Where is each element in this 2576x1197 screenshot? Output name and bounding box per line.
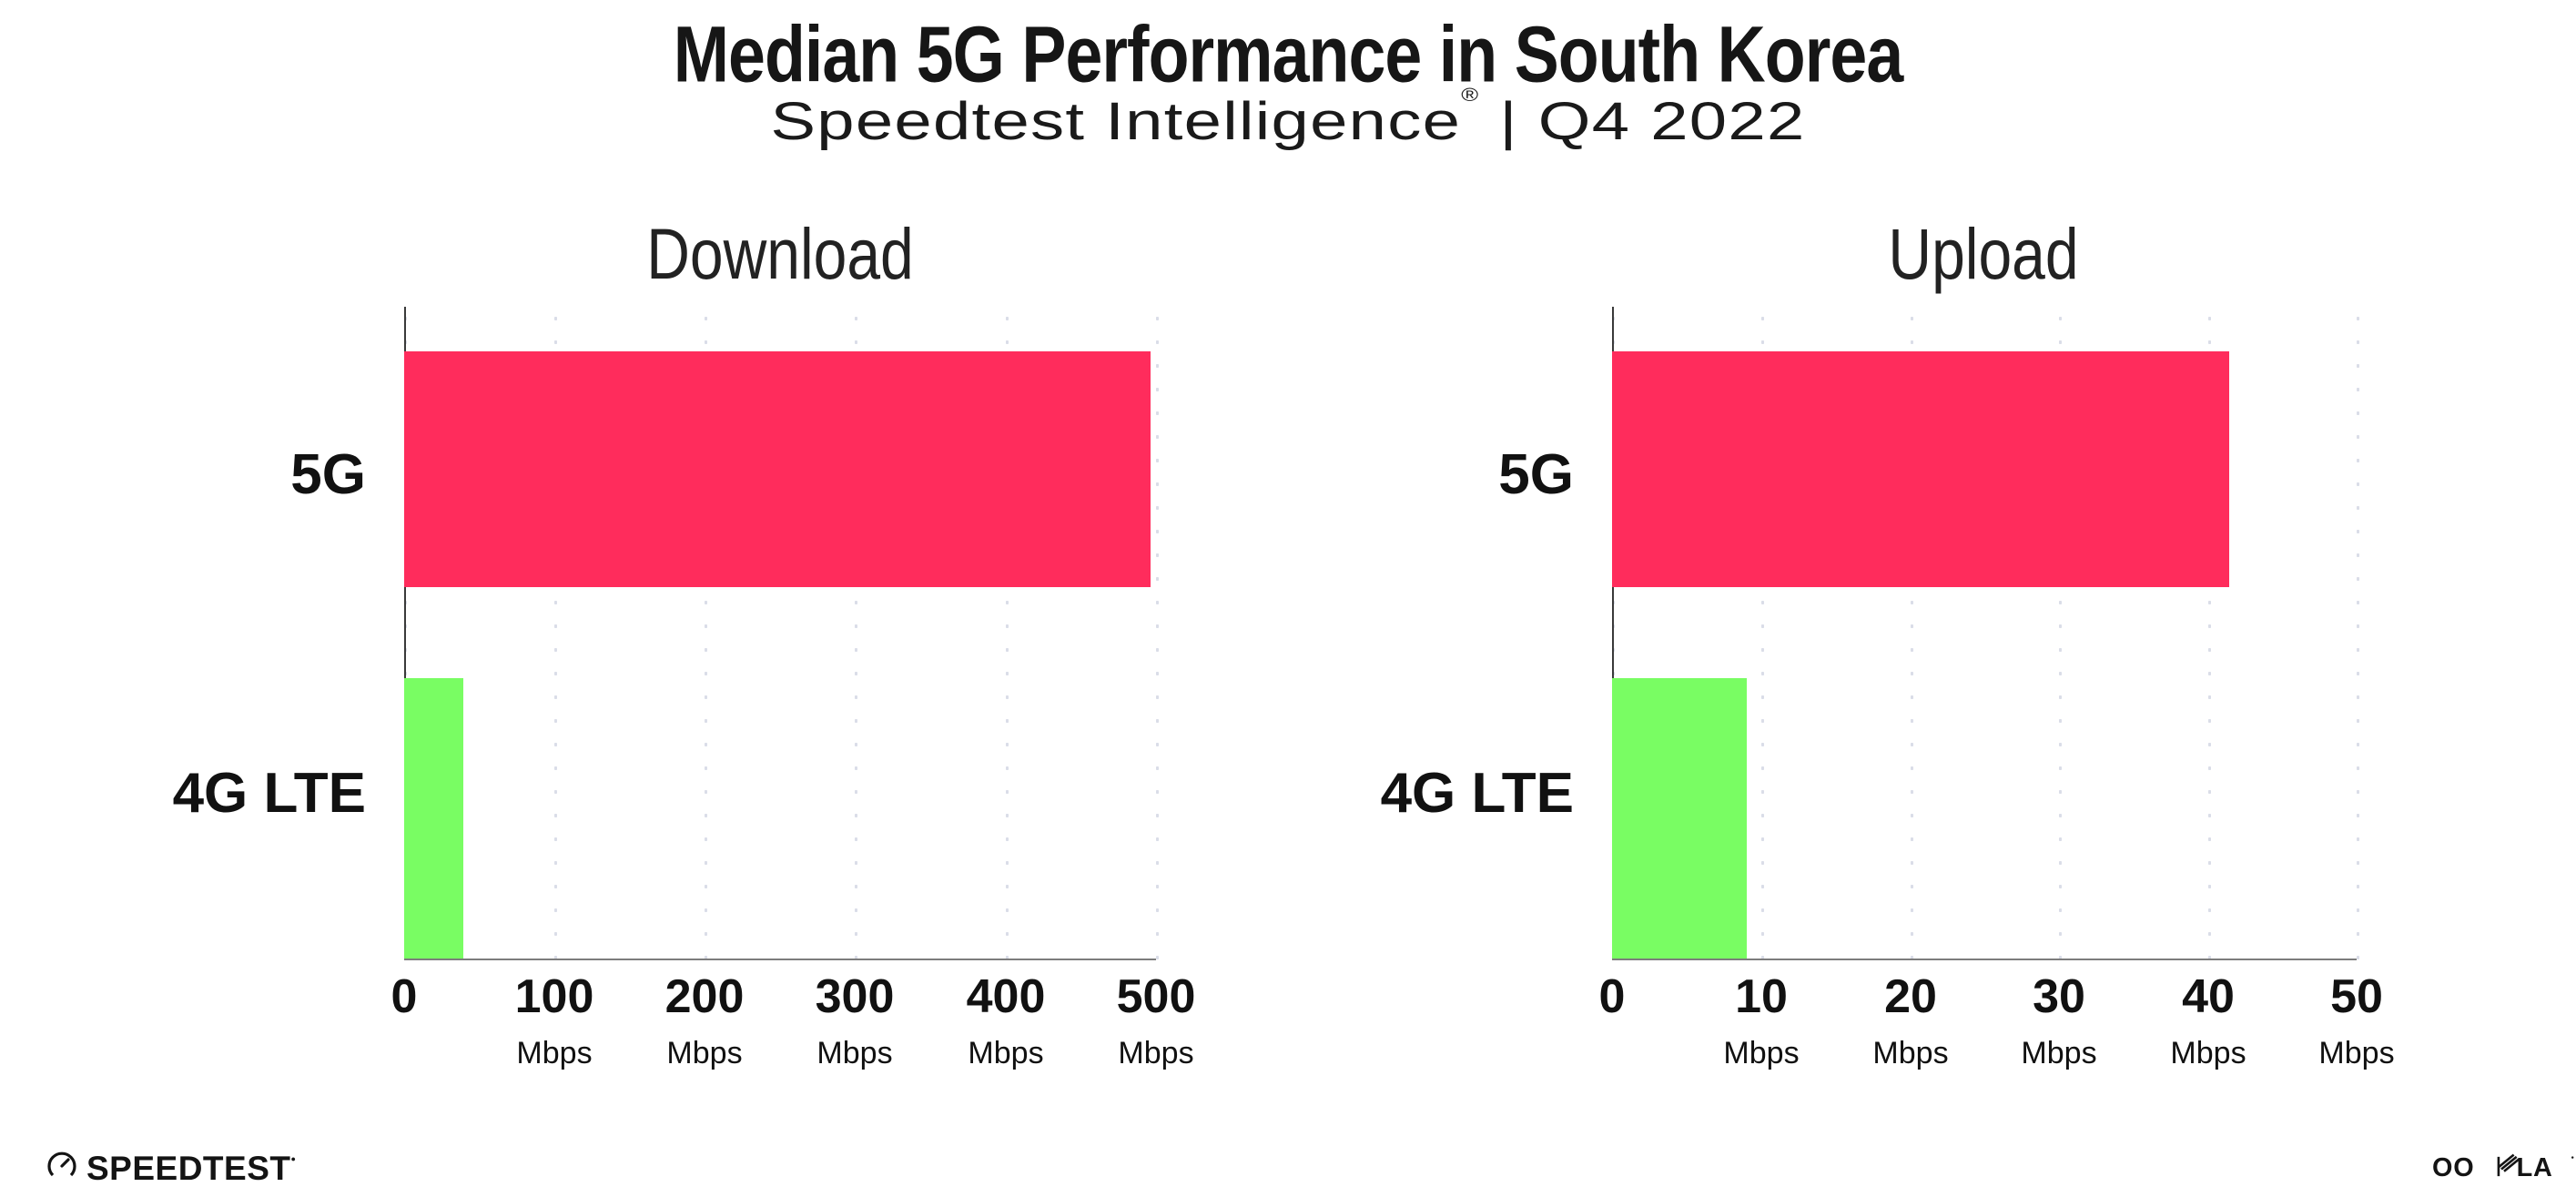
svg-text:OO: OO	[2432, 1153, 2474, 1182]
svg-text:LA: LA	[2517, 1153, 2553, 1182]
